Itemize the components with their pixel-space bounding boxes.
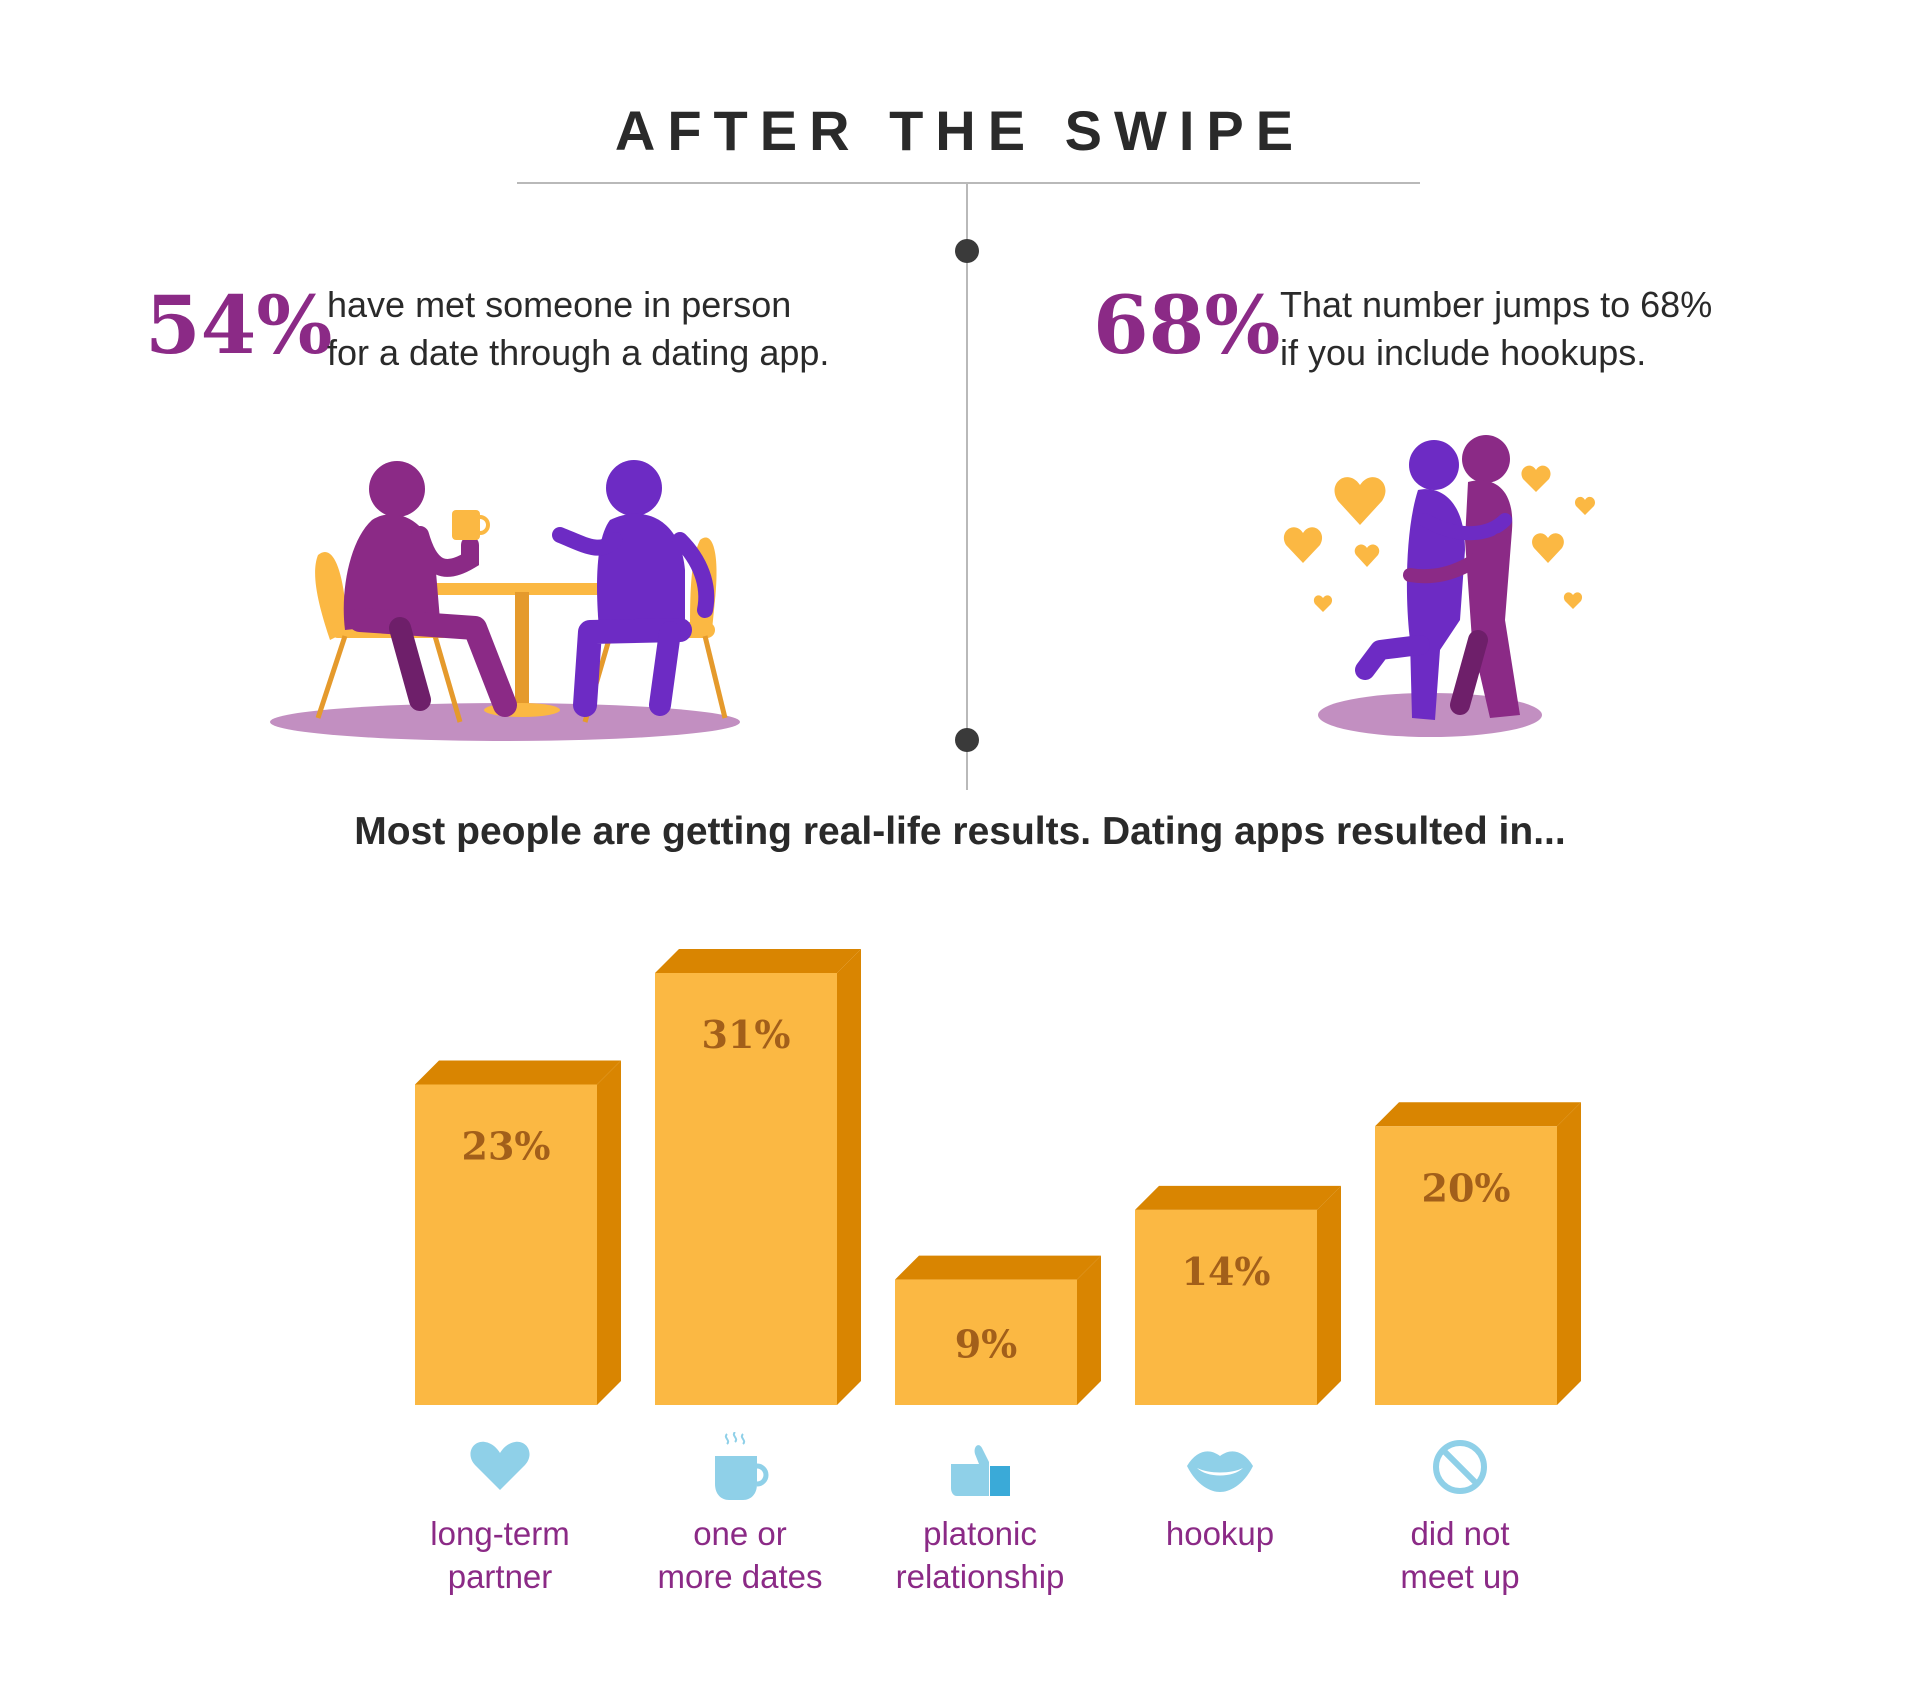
- stat-68-description: That number jumps to 68% if you include …: [1280, 281, 1712, 377]
- bar-value-label: 14%: [1182, 1249, 1271, 1294]
- bar-front-face: [1375, 1126, 1557, 1405]
- bar-side-face: [1317, 1185, 1341, 1405]
- bar-side-face: [837, 949, 861, 1405]
- stat-68-line-2: if you include hookups.: [1280, 332, 1647, 373]
- category-label: one or more dates: [620, 1512, 860, 1598]
- stat-54-line-1: have met someone in person: [327, 284, 792, 325]
- bar-4: 20%: [1375, 1102, 1581, 1405]
- stat-54-value: 54%: [145, 278, 333, 372]
- category-label-line: relationship: [895, 1558, 1065, 1595]
- bar-side-face: [597, 1060, 621, 1405]
- bar-side-face: [1077, 1255, 1101, 1405]
- heart-icon: [465, 1432, 535, 1502]
- bar-1: 31%: [655, 949, 861, 1405]
- category-label-line: hookup: [1165, 1515, 1275, 1552]
- bar-top-face: [655, 949, 861, 973]
- divider-dot-bottom: [955, 728, 979, 752]
- category-label-line: more dates: [657, 1558, 823, 1595]
- bar-value-label: 9%: [955, 1321, 1018, 1366]
- category-label: did not meet up: [1340, 1512, 1580, 1598]
- bar-side-face: [1557, 1102, 1581, 1405]
- category-label-line: meet up: [1400, 1558, 1520, 1595]
- no-sign-icon: [1425, 1432, 1495, 1502]
- bar-top-face: [1135, 1185, 1341, 1210]
- thumbs-up-icon: [945, 1432, 1015, 1502]
- bar-front-face: [415, 1084, 597, 1405]
- bar-value-label: 31%: [702, 1012, 791, 1057]
- category-label: long-term partner: [380, 1512, 620, 1598]
- category-label-line: one or: [693, 1515, 787, 1552]
- bar-value-label: 20%: [1422, 1165, 1511, 1210]
- bar-value-label: 23%: [462, 1123, 551, 1168]
- chart-subheading: Most people are getting real-life result…: [354, 810, 1566, 853]
- lips-icon: [1185, 1432, 1255, 1502]
- divider-dot-top: [955, 239, 979, 263]
- bar-front-face: [1135, 1209, 1317, 1405]
- stat-68-line-1: That number jumps to 68%: [1280, 284, 1713, 325]
- bar-3: 14%: [1135, 1185, 1341, 1405]
- category-label: hookup: [1100, 1512, 1340, 1555]
- category-label-line: long-term: [430, 1515, 570, 1552]
- bar-top-face: [1375, 1102, 1581, 1127]
- category-label: platonic relationship: [860, 1512, 1100, 1598]
- bar-front-face: [895, 1279, 1077, 1405]
- category-label-line: partner: [447, 1558, 553, 1595]
- page-title: AFTER THE SWIPE: [614, 99, 1306, 162]
- bar-top-face: [895, 1255, 1101, 1280]
- couple-at-table-illustration: [270, 460, 740, 741]
- stat-54-line-2: for a date through a dating app.: [327, 332, 830, 373]
- category-label-line: did not: [1410, 1515, 1510, 1552]
- category-label-line: platonic: [923, 1515, 1037, 1552]
- coffee-cup-icon: [705, 1431, 775, 1502]
- embracing-couple-illustration: [1283, 435, 1596, 737]
- bar-0: 23%: [415, 1060, 621, 1405]
- bar-top-face: [415, 1060, 621, 1085]
- stat-68-value: 68%: [1093, 278, 1281, 372]
- stat-54-description: have met someone in person for a date th…: [327, 281, 829, 377]
- bar-front-face: [655, 973, 837, 1405]
- bar-2: 9%: [895, 1255, 1101, 1405]
